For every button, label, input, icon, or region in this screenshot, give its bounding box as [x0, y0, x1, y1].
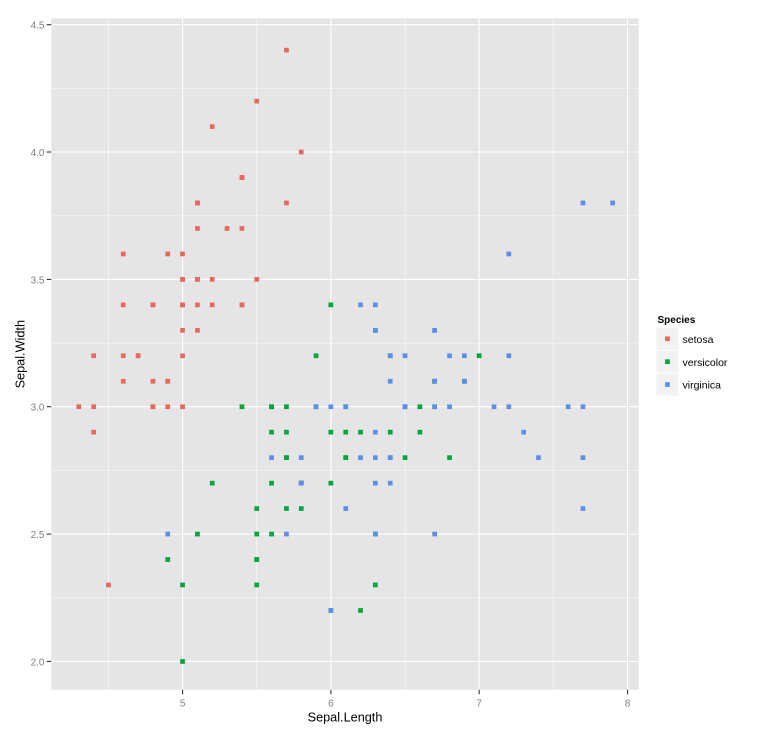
svg-text:7: 7 — [476, 699, 482, 710]
svg-text:setosa: setosa — [683, 334, 714, 346]
svg-text:4.0: 4.0 — [31, 148, 45, 159]
svg-text:5: 5 — [180, 699, 186, 710]
svg-text:2.5: 2.5 — [31, 530, 45, 541]
svg-text:6: 6 — [328, 699, 334, 710]
svg-text:3.5: 3.5 — [31, 275, 45, 286]
svg-text:virginica: virginica — [683, 380, 722, 392]
svg-text:Sepal.Width: Sepal.Width — [13, 320, 27, 388]
svg-text:8: 8 — [625, 699, 631, 710]
svg-text:versicolor: versicolor — [683, 357, 728, 369]
svg-text:2.0: 2.0 — [31, 657, 45, 668]
svg-text:Species: Species — [658, 315, 696, 326]
svg-text:Sepal.Length: Sepal.Length — [308, 710, 383, 724]
svg-text:4.5: 4.5 — [31, 21, 45, 32]
svg-text:3.0: 3.0 — [31, 403, 45, 414]
